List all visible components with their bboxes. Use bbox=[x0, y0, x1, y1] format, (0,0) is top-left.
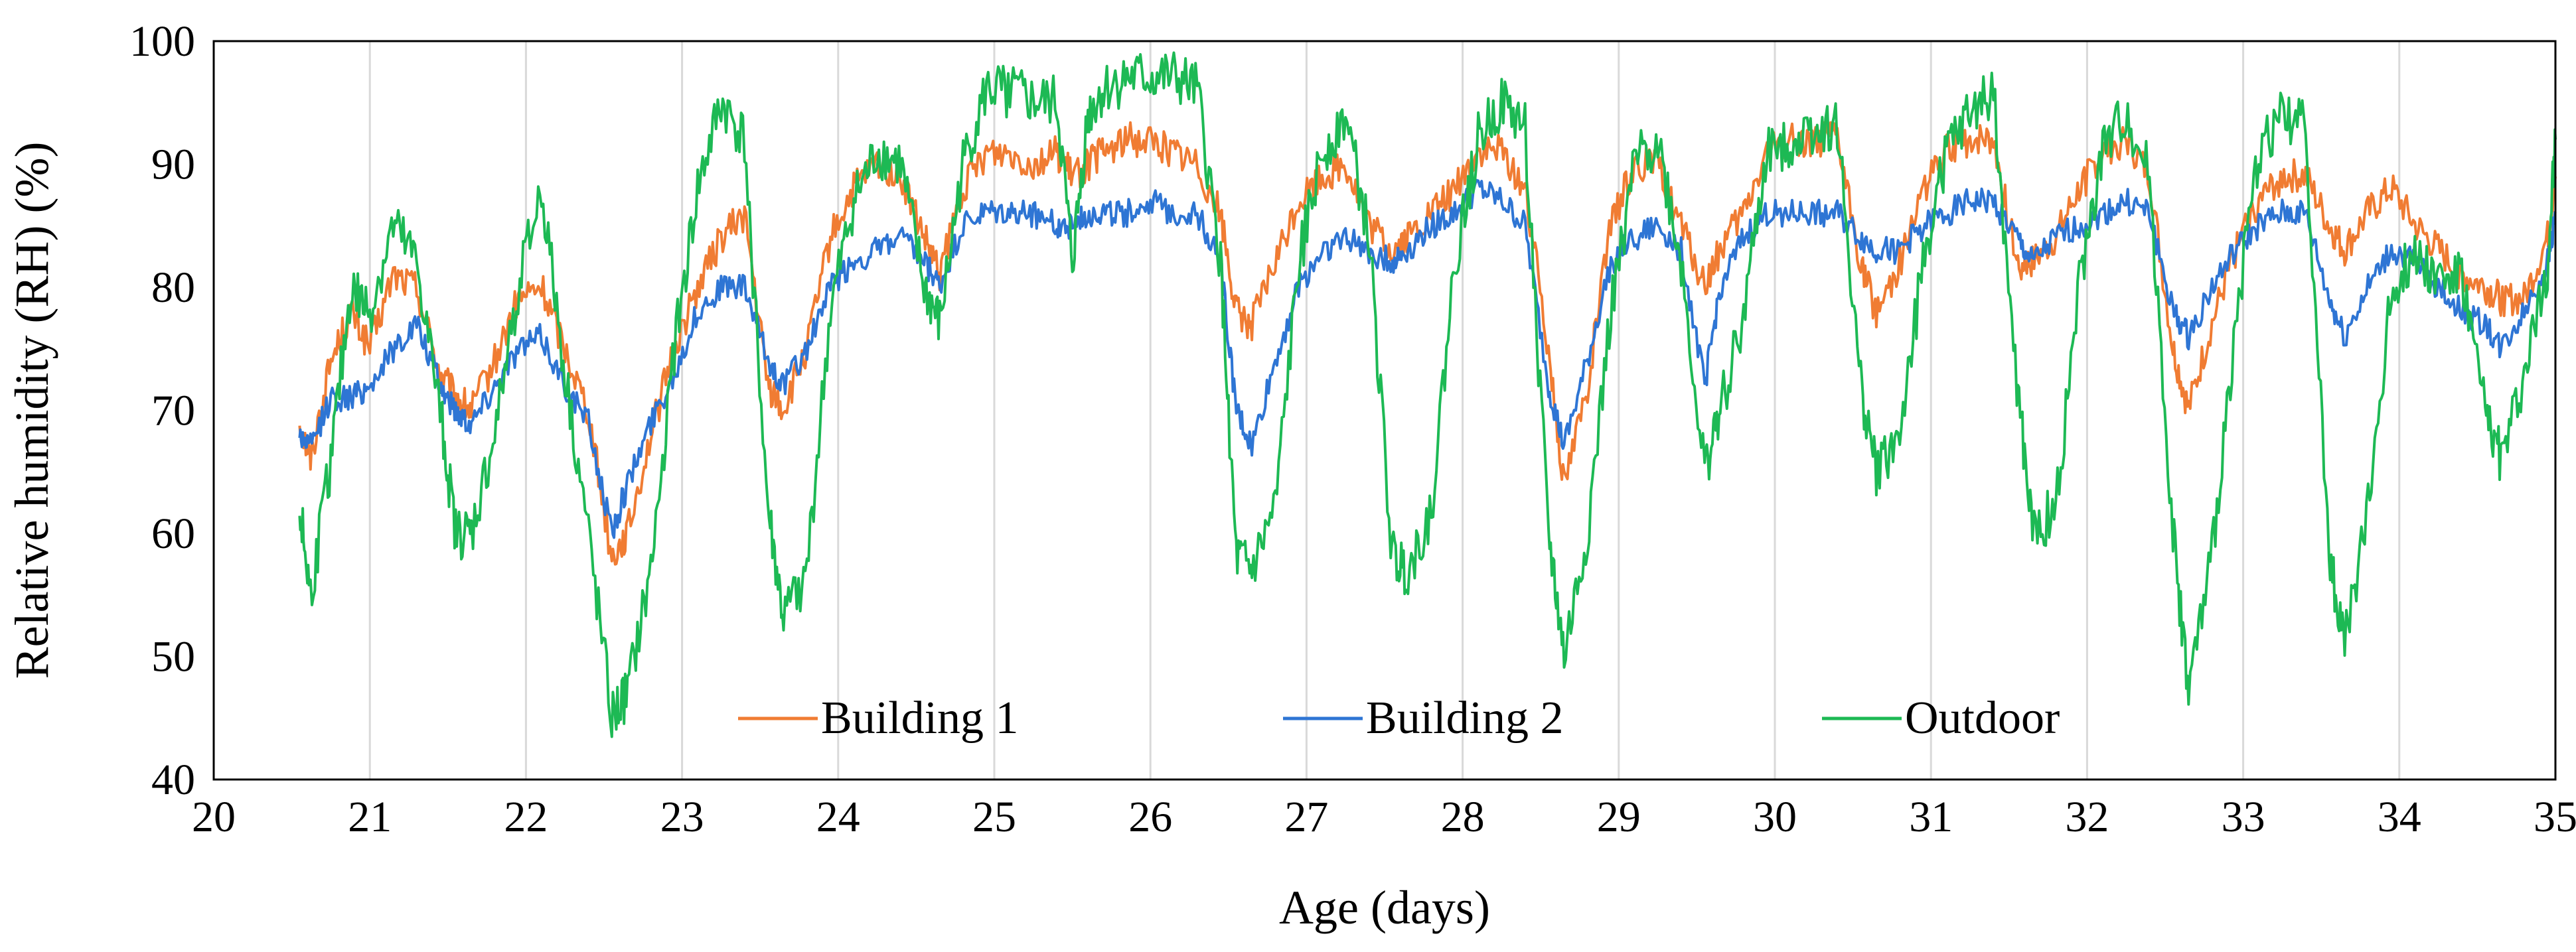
y-tick-labels: 40 50 60 70 80 90 100 bbox=[129, 17, 195, 804]
x-tick-label: 30 bbox=[1753, 793, 1797, 841]
x-tick-label: 21 bbox=[348, 793, 392, 841]
x-tick-label: 34 bbox=[2378, 793, 2421, 841]
legend-label-outdoor: Outdoor bbox=[1905, 693, 2060, 744]
y-tick-label: 100 bbox=[129, 17, 195, 66]
y-tick-label: 90 bbox=[151, 141, 195, 189]
y-tick-label: 50 bbox=[151, 633, 195, 681]
legend-label-building-1: Building 1 bbox=[821, 693, 1019, 744]
series-line-outdoor bbox=[298, 51, 2557, 738]
y-tick-label: 80 bbox=[151, 263, 195, 312]
y-tick-label: 60 bbox=[151, 510, 195, 558]
series-line-building-2 bbox=[298, 178, 2557, 539]
x-tick-label: 28 bbox=[1441, 793, 1485, 841]
x-tick-label: 25 bbox=[972, 793, 1016, 841]
series-line-building-1 bbox=[298, 121, 2557, 566]
x-tick-label: 32 bbox=[2065, 793, 2109, 841]
legend: Building 1 Building 2 Outdoor bbox=[738, 693, 2060, 744]
series-group bbox=[298, 51, 2557, 738]
x-tick-label: 33 bbox=[2222, 793, 2265, 841]
x-tick-label: 20 bbox=[192, 793, 236, 841]
x-axis-title: Age (days) bbox=[1279, 881, 1490, 934]
x-tick-label: 22 bbox=[504, 793, 548, 841]
legend-label-building-2: Building 2 bbox=[1366, 693, 1564, 744]
y-tick-label: 40 bbox=[151, 756, 195, 804]
x-tick-label: 35 bbox=[2534, 793, 2576, 841]
y-axis-title: Relative humidity (RH) (%) bbox=[5, 142, 58, 679]
x-tick-label: 29 bbox=[1597, 793, 1641, 841]
x-tick-label: 31 bbox=[1909, 793, 1953, 841]
x-tick-label: 24 bbox=[816, 793, 860, 841]
x-tick-label: 26 bbox=[1128, 793, 1172, 841]
x-tick-labels: 20 21 22 23 24 25 26 27 28 29 30 31 32 33 34 35 bbox=[192, 793, 2576, 841]
x-tick-label: 23 bbox=[660, 793, 704, 841]
y-tick-label: 70 bbox=[151, 387, 195, 435]
plot-area-frame bbox=[212, 40, 2557, 781]
x-tick-label: 27 bbox=[1284, 793, 1328, 841]
